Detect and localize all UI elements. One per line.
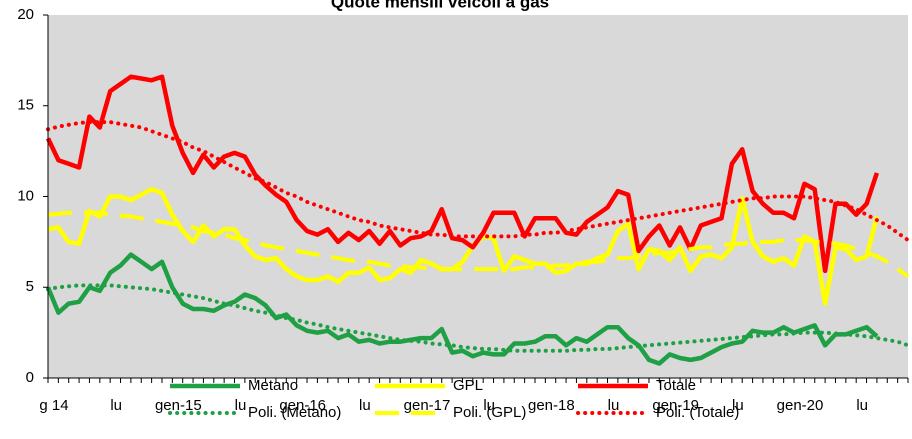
legend-item: GPL (375, 377, 483, 394)
series-line (45, 74, 880, 274)
y-tick-label: 5 (26, 278, 34, 295)
x-tick-label: gen-16 (279, 397, 326, 414)
x-tick-label: gen-17 (404, 397, 451, 414)
legend-item: Totale (578, 377, 696, 394)
series-line (46, 120, 910, 243)
series-line (45, 252, 879, 366)
legend-item: Poli. (Totale) (576, 404, 739, 421)
y-tick-label: 20 (17, 6, 34, 23)
x-tick-label: lu (856, 397, 868, 414)
y-tick-label: 15 (17, 97, 34, 114)
y-tick-label: 0 (26, 369, 34, 386)
x-tick-label: gen-20 (777, 397, 824, 414)
x-tick-label: lu (110, 397, 122, 414)
x-tick-label: lu (235, 397, 247, 414)
x-tick-label: gen-19 (652, 397, 699, 414)
legend-label: Poli. (Metano) (248, 404, 341, 421)
legend-item: Poli. (Metano) (168, 404, 341, 421)
series-layer (45, 74, 910, 366)
x-tick-label: lu (483, 397, 495, 414)
legend-item: Metano (170, 377, 298, 394)
legend-label: Poli. (Totale) (656, 404, 739, 421)
series-line (47, 186, 880, 306)
plot-area (48, 15, 908, 378)
legend-label: Metano (248, 377, 298, 394)
chart-title: Quote mensili veicoli a gas (331, 0, 549, 11)
legend-label: Totale (656, 377, 696, 394)
x-tick-label: lu (359, 397, 371, 414)
legend-item: Poli. (GPL) (375, 404, 526, 421)
x-tick-label: g 14 (39, 397, 68, 414)
legend-label: GPL (453, 377, 483, 394)
x-tick-label: lu (608, 397, 620, 414)
legend-label: Poli. (GPL) (453, 404, 526, 421)
x-tick-label: gen-18 (528, 397, 575, 414)
x-tick-label: lu (732, 397, 744, 414)
series-line (46, 283, 910, 353)
y-tick-label: 10 (17, 187, 34, 204)
x-tick-label: gen-15 (155, 397, 202, 414)
series-line (47, 210, 910, 279)
